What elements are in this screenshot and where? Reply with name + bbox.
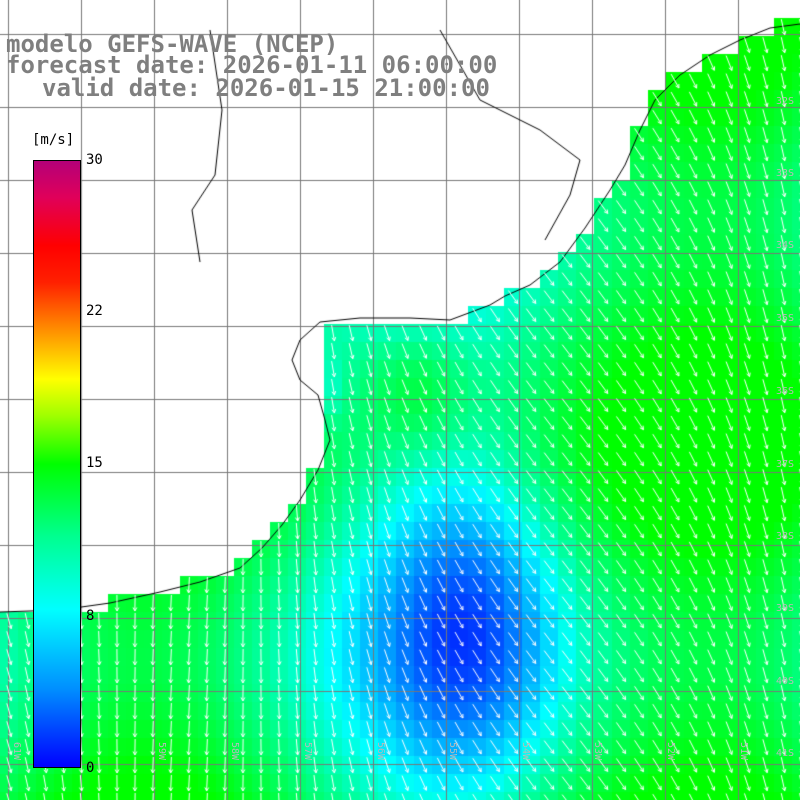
colorbar	[33, 160, 81, 768]
colorbar-tick-8: 8	[86, 608, 95, 624]
lat-label: 41S	[775, 748, 794, 759]
lat-label: 39S	[775, 603, 794, 614]
lat-label: 36S	[775, 386, 794, 397]
lat-label: 37S	[775, 459, 794, 470]
colorbar-tick-0: 0	[86, 760, 95, 776]
model-title: modelo GEFS-WAVE (NCEP)	[6, 30, 339, 58]
colorbar-unit: [m/s]	[32, 132, 75, 148]
lon-label: 58W	[229, 742, 240, 761]
lon-label: 51W	[738, 742, 749, 761]
lat-label: 35S	[775, 313, 794, 324]
lon-label: 54W	[520, 742, 531, 761]
forecast-date: forecast date: 2026-01-11 06:00:00	[6, 51, 498, 79]
lon-label: 56W	[375, 742, 386, 761]
lat-label: 38S	[775, 531, 794, 542]
valid-date: valid date: 2026-01-15 21:00:00	[42, 74, 490, 102]
lon-label: 55W	[447, 742, 458, 761]
lon-label: 52W	[665, 742, 676, 761]
lat-label: 33S	[775, 168, 794, 179]
colorbar-tick-22: 22	[86, 303, 103, 319]
lat-label: 32S	[775, 96, 794, 107]
colorbar-tick-15: 15	[86, 455, 103, 471]
lon-label: 53W	[592, 742, 603, 761]
lon-label: 61W	[11, 742, 22, 761]
lon-label: 59W	[156, 742, 167, 761]
colorbar-tick-30: 30	[86, 152, 103, 168]
lat-label: 34S	[775, 240, 794, 251]
lat-label: 40S	[775, 676, 794, 687]
lon-label: 57W	[302, 742, 313, 761]
